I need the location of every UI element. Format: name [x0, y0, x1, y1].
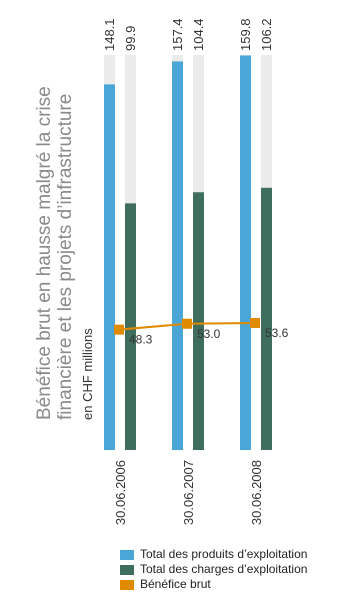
- bar-charges-1: [193, 192, 204, 450]
- chart-title-line-2: financière et les projets d’infrastructu…: [55, 94, 76, 420]
- bar-produits-1: [172, 61, 183, 450]
- bar-charges-2: [261, 187, 272, 450]
- bar-value-label-charges-0: 99.9: [123, 26, 138, 51]
- legend-swatch-produits: [120, 549, 134, 560]
- bar-value-label-produits-0: 148.1: [102, 18, 117, 51]
- line-point-label-1: 53.0: [197, 327, 221, 341]
- x-tick-label-0: 30.06.2006: [113, 460, 128, 525]
- bar-produits-2: [240, 55, 251, 451]
- x-tick-label-1: 30.06.2007: [181, 460, 196, 525]
- bar-value-label-produits-2: 159.8: [238, 18, 253, 51]
- line-point-label-2: 53.6: [265, 326, 289, 340]
- legend-label-produits: Total des produits d’exploitation: [140, 547, 308, 561]
- chart-subtitle: en CHF millions: [80, 328, 95, 420]
- line-point-label-0: 48.3: [129, 333, 153, 347]
- legend-label-benefice: Bénéfice brut: [140, 577, 211, 591]
- legend: Total des produits d’exploitation Total …: [120, 547, 307, 592]
- bar-produits-0: [104, 84, 115, 451]
- bar-value-label-charges-2: 106.2: [259, 18, 274, 51]
- line-point-2: [250, 318, 260, 328]
- line-point-0: [114, 324, 124, 335]
- legend-label-charges: Total des charges d’exploitation: [140, 562, 308, 576]
- bar-value-label-charges-1: 104.4: [191, 18, 206, 51]
- legend-swatch-charges: [120, 564, 134, 575]
- bar-charges-0: [125, 203, 136, 450]
- legend-swatch-benefice: [120, 579, 134, 590]
- bars-group: 148.1 99.9 157.4 104.4 159.8 106.2: [102, 18, 274, 451]
- x-axis-ticks: 30.06.2006 30.06.2007 30.06.2008: [113, 460, 264, 525]
- legend-item-benefice: Bénéfice brut: [120, 577, 307, 592]
- chart-title-line-1: Bénéfice brut en hausse malgré la crise: [34, 86, 55, 420]
- line-group: 48.3 53.0 53.6: [114, 318, 289, 347]
- bar-value-label-produits-1: 157.4: [170, 18, 185, 51]
- x-tick-label-2: 30.06.2008: [249, 460, 264, 525]
- legend-item-produits: Total des produits d’exploitation: [120, 547, 307, 562]
- legend-item-charges: Total des charges d’exploitation: [120, 562, 307, 577]
- line-point-1: [182, 318, 192, 329]
